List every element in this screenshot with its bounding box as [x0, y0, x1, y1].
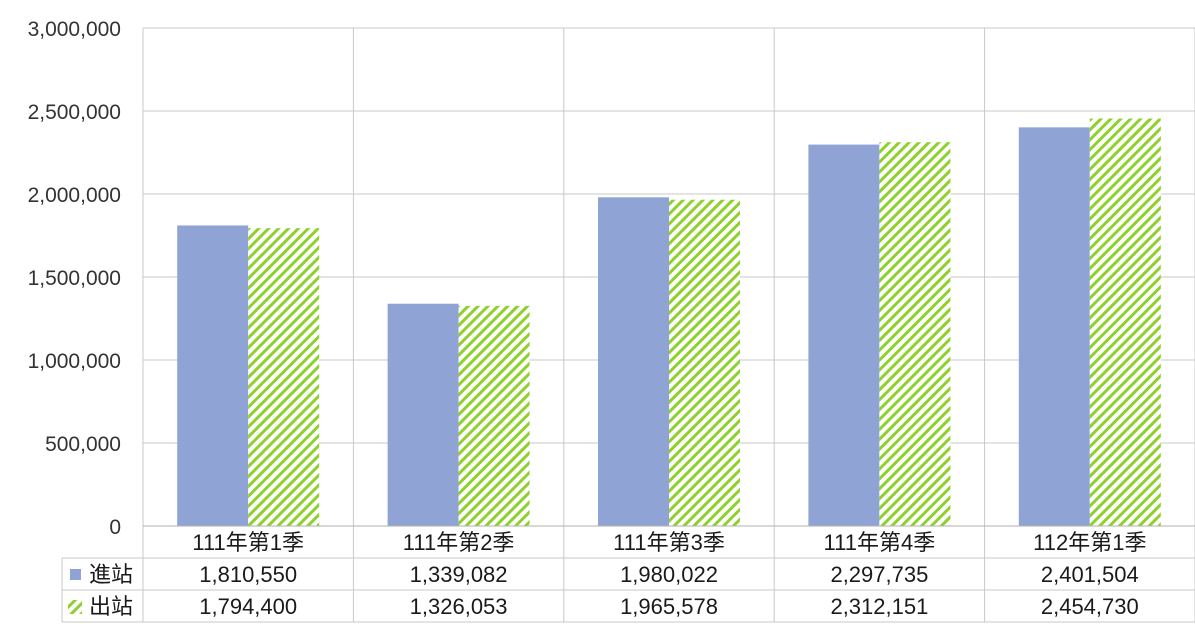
bar-entry: [598, 197, 669, 526]
bar-exit: [248, 228, 320, 527]
data-table-cell: 2,454,730: [1041, 594, 1139, 619]
bar-exit: [669, 199, 740, 526]
category-label: 111年第1季: [192, 530, 304, 555]
y-tick-label: 1,500,000: [28, 267, 121, 290]
data-table-cell: 2,297,735: [830, 562, 928, 587]
y-tick-label: 3,000,000: [28, 18, 121, 41]
data-table-cell: 2,312,151: [830, 594, 928, 619]
category-label: 111年第3季: [613, 530, 725, 555]
series-name: 進站: [89, 562, 133, 587]
bar-exit: [1089, 118, 1161, 526]
bar-entry: [177, 225, 249, 526]
category-label: 111年第4季: [824, 530, 936, 555]
data-table-cell: 1,326,053: [410, 594, 508, 619]
bars: [177, 118, 1161, 527]
bar-exit: [879, 142, 951, 527]
data-table-cell: 1,794,400: [199, 594, 297, 619]
bar-entry: [387, 303, 459, 526]
series-name: 出站: [89, 594, 133, 619]
legend-key-exit: [68, 600, 82, 614]
bar-exit: [458, 305, 530, 526]
legend-key-entry: [70, 569, 81, 580]
y-tick-label: 1,000,000: [28, 350, 121, 373]
data-table-cell: 1,980,022: [620, 562, 718, 587]
data-table-cell: 1,339,082: [410, 562, 508, 587]
y-tick-label: 500,000: [45, 433, 121, 456]
category-label: 111年第2季: [403, 530, 515, 555]
data-table-cell: 1,810,550: [199, 562, 297, 587]
bar-entry: [808, 144, 880, 526]
y-tick-label: 0: [109, 516, 121, 539]
data-table-cell: 1,965,578: [620, 594, 718, 619]
bar-entry: [1018, 127, 1090, 526]
y-tick-label: 2,000,000: [28, 184, 121, 207]
y-tick-label: 2,500,000: [28, 101, 121, 124]
y-axis-tick-labels: 0 500,000 1,000,000 1,500,000 2,000,000 2,500…: [28, 18, 121, 539]
category-label: 112年第1季: [1033, 530, 1146, 555]
data-table-cell: 2,401,504: [1041, 562, 1139, 587]
